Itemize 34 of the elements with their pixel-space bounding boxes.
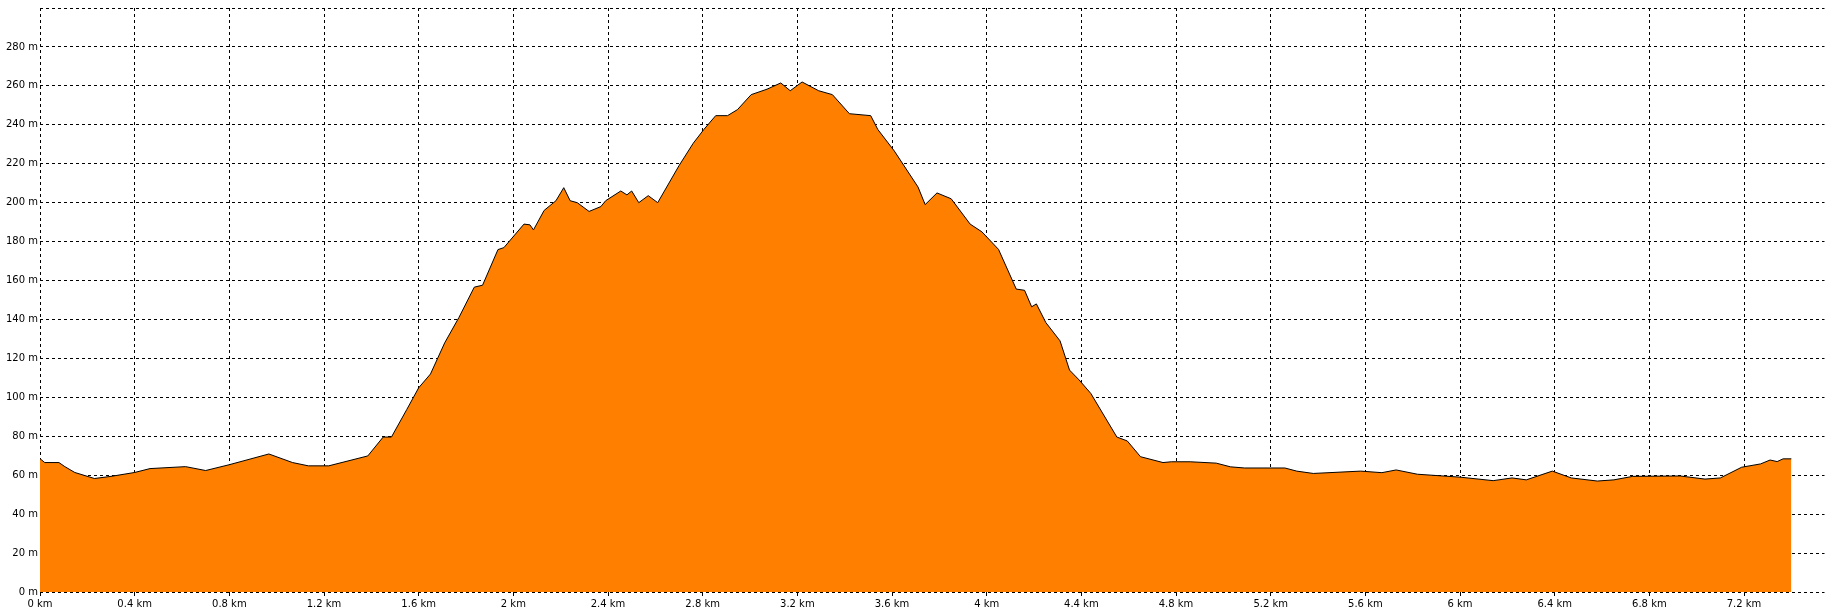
y-tick-label: 240 m bbox=[5, 118, 38, 130]
x-tick-label: 6.8 km bbox=[1632, 597, 1667, 609]
x-tick-label: 5.6 km bbox=[1348, 597, 1383, 609]
x-tick-label: 6.4 km bbox=[1537, 597, 1573, 609]
y-tick-label: 100 m bbox=[5, 390, 38, 402]
x-tick-label: 4.8 km bbox=[1158, 597, 1194, 609]
x-tick-label: 0.4 km bbox=[117, 597, 152, 609]
y-tick-label: 80 m bbox=[12, 429, 38, 441]
x-tick-label: 0.8 km bbox=[212, 597, 247, 609]
y-tick-label: 0 m bbox=[18, 585, 38, 597]
y-tick-label: 280 m bbox=[5, 40, 38, 52]
x-tick-label: 6 km bbox=[1447, 597, 1473, 609]
x-tick-label: 4 km bbox=[974, 597, 1000, 609]
x-tick-label: 2 km bbox=[500, 597, 526, 609]
y-tick-label: 140 m bbox=[5, 313, 38, 325]
y-tick-label: 20 m bbox=[12, 546, 38, 558]
y-tick-label: 200 m bbox=[5, 196, 38, 208]
y-tick-label: 40 m bbox=[12, 507, 38, 519]
y-tick-label: 260 m bbox=[5, 79, 38, 91]
x-tick-label: 3.2 km bbox=[780, 597, 815, 609]
x-tick-label: 4.4 km bbox=[1064, 597, 1099, 609]
x-tick-label: 7.2 km bbox=[1726, 597, 1762, 609]
y-tick-label: 120 m bbox=[5, 351, 38, 363]
y-tick-label: 180 m bbox=[5, 235, 38, 247]
x-tick-label: 5.2 km bbox=[1253, 597, 1288, 609]
x-tick-label: 1.6 km bbox=[401, 597, 436, 609]
x-tick-label: 0 km bbox=[27, 597, 53, 609]
y-tick-label: 220 m bbox=[5, 157, 38, 169]
y-tick-label: 160 m bbox=[5, 274, 38, 286]
y-tick-label: 60 m bbox=[12, 468, 38, 480]
x-tick-label: 2.4 km bbox=[590, 597, 626, 609]
x-tick-label: 3.6 km bbox=[874, 597, 910, 609]
x-tick-label: 2.8 km bbox=[685, 597, 720, 609]
x-tick-label: 1.2 km bbox=[306, 597, 342, 609]
